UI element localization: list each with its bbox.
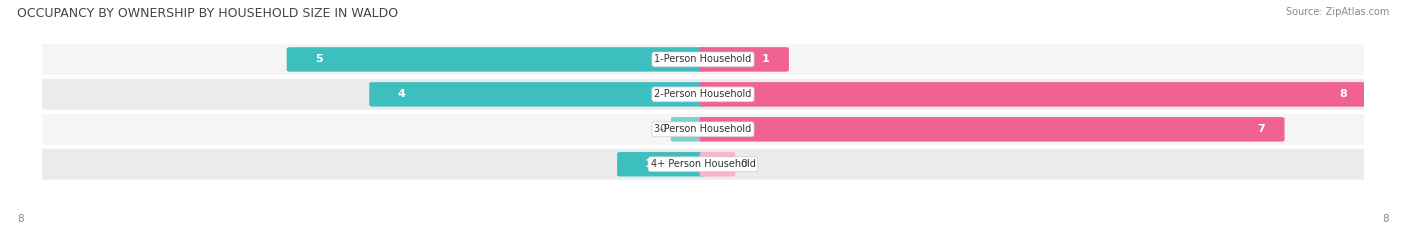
Text: 1-Person Household: 1-Person Household bbox=[654, 55, 752, 64]
FancyBboxPatch shape bbox=[617, 152, 706, 177]
Text: 2-Person Household: 2-Person Household bbox=[654, 89, 752, 99]
Text: 8: 8 bbox=[1382, 214, 1389, 224]
Text: 0: 0 bbox=[659, 124, 666, 134]
Text: 5: 5 bbox=[315, 55, 322, 64]
FancyBboxPatch shape bbox=[370, 82, 706, 107]
FancyBboxPatch shape bbox=[35, 43, 1371, 76]
Text: 7: 7 bbox=[1257, 124, 1264, 134]
Text: 1: 1 bbox=[645, 159, 652, 169]
FancyBboxPatch shape bbox=[700, 152, 735, 177]
Text: 0: 0 bbox=[740, 159, 747, 169]
FancyBboxPatch shape bbox=[700, 82, 1367, 107]
FancyBboxPatch shape bbox=[287, 47, 706, 72]
FancyBboxPatch shape bbox=[35, 78, 1371, 111]
FancyBboxPatch shape bbox=[700, 117, 1285, 142]
Text: OCCUPANCY BY OWNERSHIP BY HOUSEHOLD SIZE IN WALDO: OCCUPANCY BY OWNERSHIP BY HOUSEHOLD SIZE… bbox=[17, 7, 398, 20]
Text: 1: 1 bbox=[761, 55, 769, 64]
Text: 4+ Person Household: 4+ Person Household bbox=[651, 159, 755, 169]
Text: Source: ZipAtlas.com: Source: ZipAtlas.com bbox=[1285, 7, 1389, 17]
FancyBboxPatch shape bbox=[671, 117, 706, 142]
Text: 8: 8 bbox=[1340, 89, 1347, 99]
FancyBboxPatch shape bbox=[700, 47, 789, 72]
FancyBboxPatch shape bbox=[35, 148, 1371, 181]
Text: 8: 8 bbox=[17, 214, 24, 224]
Text: 4: 4 bbox=[398, 89, 405, 99]
Text: 3-Person Household: 3-Person Household bbox=[654, 124, 752, 134]
Legend: Owner-occupied, Renter-occupied: Owner-occupied, Renter-occupied bbox=[581, 230, 825, 233]
FancyBboxPatch shape bbox=[35, 113, 1371, 146]
